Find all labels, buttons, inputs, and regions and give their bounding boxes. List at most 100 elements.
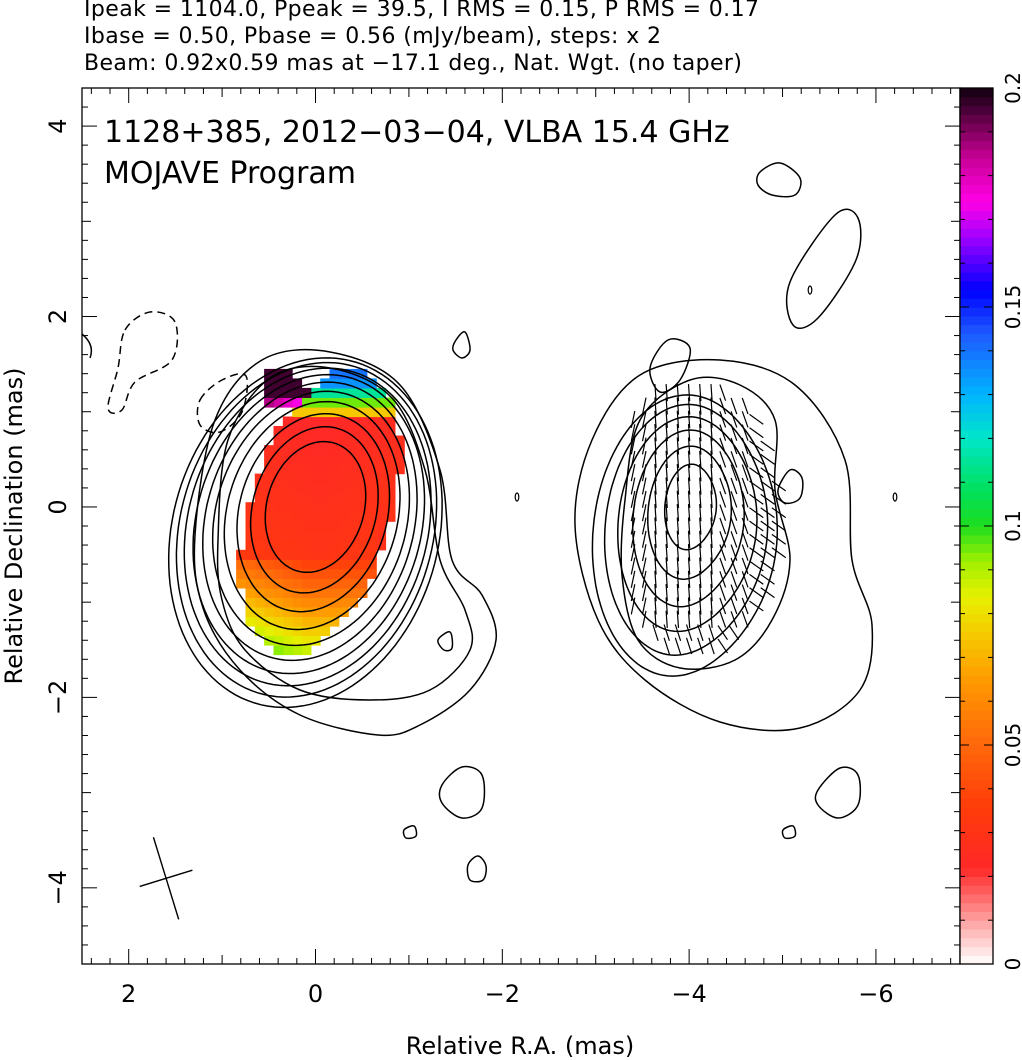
evpa-tick	[676, 410, 680, 428]
evpa-tick	[676, 504, 680, 522]
pol-pixel	[348, 464, 359, 475]
evpa-tick	[687, 424, 691, 442]
colorbar-segment	[960, 823, 993, 834]
colorbar-segment	[960, 578, 993, 588]
pol-pixel	[254, 616, 265, 627]
pol-pixel	[301, 464, 312, 475]
pol-pixel	[385, 483, 396, 494]
evpa-tick	[665, 424, 668, 442]
evpa-tick	[730, 477, 738, 495]
colorbar-segment	[960, 543, 993, 553]
pol-pixel	[320, 549, 331, 560]
evpa-tick	[654, 557, 657, 575]
evpa-tick	[710, 517, 713, 535]
colorbar-segment	[960, 946, 993, 956]
pol-pixel	[273, 549, 284, 560]
evpa-tick	[699, 397, 702, 415]
pol-pixel	[301, 445, 312, 456]
pol-pixel	[301, 540, 312, 551]
pol-pixel	[348, 492, 359, 503]
colorbar-segment	[960, 158, 993, 168]
evpa-tick	[730, 411, 738, 428]
pol-pixel	[385, 473, 396, 484]
pol-pixel	[236, 559, 246, 570]
evpa-tick	[665, 570, 668, 588]
pol-pixel	[357, 549, 368, 560]
pol-pixel	[254, 521, 265, 532]
colorbar-segment	[960, 499, 993, 510]
pol-pixel	[273, 483, 284, 494]
pol-pixel	[320, 578, 331, 589]
colorbar-segment	[960, 464, 993, 475]
evpa-tick	[654, 610, 657, 628]
pol-pixel	[357, 473, 368, 484]
pol-pixel	[282, 387, 293, 398]
evpa-tick	[741, 531, 749, 548]
pol-pixel	[282, 521, 293, 532]
pol-pixel	[348, 387, 359, 398]
colorbar-segment	[960, 420, 993, 431]
pol-pixel	[273, 521, 284, 532]
evpa-tick	[630, 450, 636, 468]
evpa-tick	[641, 437, 647, 455]
pol-pixel	[320, 502, 331, 513]
colorbar-segment	[960, 858, 993, 869]
evpa-tick	[760, 453, 775, 465]
pol-pixel	[329, 521, 340, 532]
y-tick-label: 4	[44, 118, 72, 133]
pol-pixel	[357, 416, 368, 427]
pol-pixel	[320, 407, 331, 418]
evpa-tick	[687, 384, 691, 402]
evpa-tick	[719, 571, 727, 588]
pol-pixel	[366, 540, 377, 551]
pol-pixel	[292, 454, 303, 465]
pol-pixel	[236, 578, 246, 589]
pol-pixel	[301, 426, 312, 437]
evpa-tick	[630, 464, 636, 482]
stokes-i-contour	[264, 440, 367, 574]
pol-pixel	[254, 530, 265, 541]
pol-pixel	[394, 454, 405, 465]
pol-pixel	[376, 483, 387, 494]
evpa-tick	[719, 384, 727, 401]
pol-pixel	[310, 568, 321, 579]
pol-pixel	[366, 378, 377, 389]
pol-pixel	[273, 387, 284, 398]
x-tick-label: −6	[858, 980, 893, 1008]
pol-pixel	[273, 616, 284, 627]
polarized-contour	[647, 445, 733, 580]
evpa-tick	[641, 450, 647, 468]
pol-pixel	[376, 435, 387, 446]
colorbar-segment	[960, 96, 993, 107]
pol-pixel	[264, 606, 274, 617]
evpa-tick	[719, 611, 727, 628]
evpa-tick	[708, 637, 715, 655]
pol-pixel	[366, 473, 377, 484]
noise-contour	[466, 855, 487, 883]
colorbar-segment	[960, 114, 993, 124]
pol-pixel	[310, 540, 321, 551]
noise-contour	[785, 208, 862, 330]
pol-pixel	[245, 549, 256, 560]
evpa-tick	[719, 597, 727, 615]
evpa-tick	[676, 557, 680, 575]
pol-pixel	[282, 502, 293, 513]
evpa-tick	[630, 584, 636, 602]
y-tick-label: 0	[44, 499, 72, 514]
colorbar-segment	[960, 166, 993, 177]
pol-pixel	[273, 511, 284, 522]
pol-pixel	[329, 483, 340, 494]
evpa-tick	[687, 517, 691, 535]
pol-pixel	[348, 435, 359, 446]
pol-pixel	[301, 397, 312, 408]
evpa-tick	[760, 480, 775, 492]
evpa-tick	[719, 477, 727, 495]
pol-pixel	[366, 511, 377, 522]
colorbar-segment	[960, 736, 993, 746]
colorbar-segment	[960, 718, 993, 729]
pol-pixel	[254, 606, 265, 617]
evpa-tick	[710, 450, 713, 468]
y-tick-label: −2	[44, 680, 72, 715]
colorbar-segment	[960, 937, 993, 948]
pol-pixel	[273, 626, 284, 637]
